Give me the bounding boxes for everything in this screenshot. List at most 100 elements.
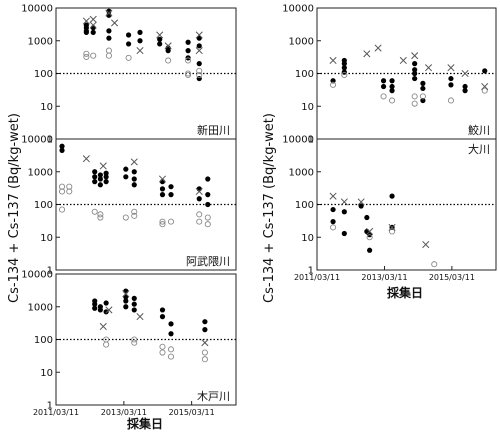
point-filled-circle	[420, 80, 426, 86]
point-cross	[329, 56, 337, 65]
point-filled-circle	[131, 301, 137, 307]
point-filled-circle	[103, 309, 109, 315]
point-filled-circle	[97, 182, 103, 188]
point-open-circle	[196, 218, 203, 225]
y-tick-label: 1000	[28, 36, 53, 47]
point-cross	[447, 64, 455, 72]
point-filled-circle	[448, 82, 454, 88]
point-cross	[136, 47, 144, 55]
point-cross	[122, 290, 130, 298]
point-open-circle	[159, 218, 166, 225]
point-filled-circle	[131, 169, 137, 175]
y-tick-label: 100	[34, 69, 53, 80]
point-filled-circle	[125, 41, 132, 47]
y-tick-label: 10	[301, 233, 314, 244]
point-open-circle	[159, 349, 166, 356]
point-cross	[357, 198, 365, 206]
point-filled-circle	[131, 295, 137, 301]
point-open-circle	[167, 353, 175, 360]
point-open-circle	[90, 52, 97, 59]
x-tick-label: 2011/03/11	[33, 408, 79, 417]
panel-frame-nitta	[55, 7, 237, 140]
point-filled-circle	[185, 48, 191, 54]
point-filled-circle	[168, 321, 174, 327]
point-open-circle	[419, 93, 426, 100]
point-cross	[105, 306, 113, 314]
point-filled-circle	[131, 182, 137, 188]
point-cross	[99, 162, 107, 170]
point-cross	[340, 198, 348, 206]
point-filled-circle	[380, 83, 387, 90]
panel-title-same: 鮫川	[468, 123, 490, 137]
point-filled-circle	[103, 300, 109, 306]
point-open-circle	[196, 211, 203, 218]
point-open-circle	[201, 349, 208, 356]
panel-frame-okawa	[316, 138, 497, 271]
point-open-circle	[481, 87, 488, 94]
point-filled-circle	[103, 174, 109, 180]
point-open-circle	[122, 214, 129, 221]
point-filled-circle	[367, 247, 373, 253]
point-filled-circle	[123, 298, 129, 304]
y-tick-label: 1000	[289, 36, 314, 47]
panel-abukuma: 1 10 100 1000 10000	[21, 135, 236, 277]
point-filled-circle	[83, 29, 89, 35]
x-tick-label: 2015/03/11	[429, 273, 475, 282]
point-cross	[461, 69, 469, 78]
panel-okawa: 1 10 100 1000 10000 2011/03/11 2013/03/11 2015/…	[282, 135, 496, 282]
point-cross	[130, 158, 138, 166]
point-filled-circle	[159, 179, 166, 185]
point-open-circle	[66, 188, 73, 195]
point-filled-circle	[137, 38, 143, 44]
point-filled-circle	[341, 61, 347, 67]
point-open-circle	[196, 67, 203, 74]
point-open-circle	[159, 221, 166, 228]
point-cross	[158, 175, 167, 183]
x-axis-label-left: 採集日	[127, 416, 163, 431]
point-open-circle	[159, 343, 166, 350]
point-filled-circle	[90, 25, 96, 31]
point-cross	[136, 313, 144, 321]
point-filled-circle	[97, 176, 103, 182]
point-filled-circle	[92, 179, 98, 185]
y-tick-label: 10	[40, 233, 53, 244]
point-filled-circle	[196, 61, 202, 67]
point-cross	[111, 19, 119, 27]
point-open-circle	[389, 228, 396, 235]
point-open-circle	[97, 214, 104, 221]
point-filled-circle	[97, 172, 103, 178]
point-open-circle	[196, 71, 203, 79]
point-open-circle	[204, 214, 211, 221]
y-tick-label: 1000	[289, 167, 314, 178]
point-filled-circle	[482, 68, 488, 74]
point-cross	[195, 31, 203, 39]
point-filled-circle	[205, 176, 211, 182]
point-filled-circle	[420, 97, 426, 104]
point-filled-circle	[412, 67, 418, 73]
point-filled-circle	[103, 179, 109, 185]
panel-nitta: 1 10 100 1000 10000	[21, 4, 236, 146]
point-cross	[374, 44, 382, 52]
point-filled-circle	[123, 166, 129, 172]
point-cross	[89, 21, 97, 29]
point-cross	[89, 15, 97, 23]
y-tick-label: 100	[295, 69, 314, 80]
point-cross	[195, 47, 203, 55]
point-filled-circle	[205, 201, 211, 208]
point-filled-circle	[137, 29, 143, 35]
point-open-circle	[389, 97, 396, 104]
point-cross	[164, 42, 172, 50]
point-filled-circle	[168, 331, 174, 337]
point-open-circle	[411, 100, 418, 107]
point-filled-circle	[389, 78, 395, 84]
y-tick-label: 10000	[282, 135, 314, 146]
point-open-circle	[330, 81, 337, 88]
point-cross	[156, 31, 164, 39]
point-filled-circle	[168, 184, 174, 190]
point-filled-circle	[412, 61, 418, 67]
point-open-circle	[185, 57, 192, 64]
point-filled-circle	[364, 214, 370, 221]
y-tick-label: 10	[40, 368, 53, 379]
point-cross	[388, 223, 396, 231]
